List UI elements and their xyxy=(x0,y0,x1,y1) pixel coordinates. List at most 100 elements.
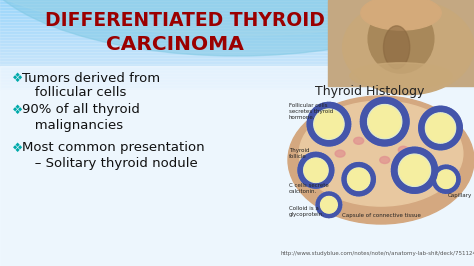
Circle shape xyxy=(431,163,437,169)
Circle shape xyxy=(432,176,436,180)
Circle shape xyxy=(338,203,342,206)
Circle shape xyxy=(441,144,447,149)
Circle shape xyxy=(456,182,459,185)
Circle shape xyxy=(298,166,302,170)
Circle shape xyxy=(428,142,434,147)
Circle shape xyxy=(393,175,399,181)
Circle shape xyxy=(428,180,433,185)
Circle shape xyxy=(317,138,322,143)
Bar xyxy=(0,82,474,84)
Circle shape xyxy=(365,165,370,169)
Circle shape xyxy=(423,184,428,190)
Circle shape xyxy=(344,170,348,174)
Circle shape xyxy=(432,174,436,178)
Circle shape xyxy=(425,152,430,157)
Circle shape xyxy=(441,106,447,112)
Bar xyxy=(0,10,474,12)
Circle shape xyxy=(367,135,374,140)
Circle shape xyxy=(439,189,443,192)
Circle shape xyxy=(455,117,460,122)
Circle shape xyxy=(308,128,313,133)
Bar xyxy=(0,78,474,80)
Bar xyxy=(0,31,474,33)
Circle shape xyxy=(308,115,313,120)
Circle shape xyxy=(422,136,427,141)
Circle shape xyxy=(351,190,355,194)
Bar xyxy=(0,9,474,10)
Circle shape xyxy=(396,181,402,186)
Circle shape xyxy=(419,121,425,126)
Circle shape xyxy=(355,163,359,167)
Circle shape xyxy=(403,123,409,129)
Circle shape xyxy=(446,165,449,169)
Circle shape xyxy=(329,173,333,177)
Circle shape xyxy=(359,192,364,196)
Circle shape xyxy=(421,149,427,155)
Circle shape xyxy=(316,152,320,157)
Circle shape xyxy=(341,109,346,114)
Bar xyxy=(0,56,474,57)
Circle shape xyxy=(392,173,398,178)
Circle shape xyxy=(403,114,409,120)
Circle shape xyxy=(403,119,409,124)
Bar xyxy=(0,84,474,85)
Circle shape xyxy=(332,103,337,109)
Circle shape xyxy=(369,186,373,190)
Circle shape xyxy=(432,165,460,193)
Circle shape xyxy=(329,103,335,108)
Circle shape xyxy=(412,147,418,153)
Circle shape xyxy=(319,211,322,214)
Circle shape xyxy=(320,197,337,213)
Circle shape xyxy=(432,181,436,184)
Circle shape xyxy=(386,98,392,103)
Circle shape xyxy=(315,110,343,138)
Circle shape xyxy=(301,177,305,181)
Circle shape xyxy=(321,194,324,197)
Circle shape xyxy=(360,119,366,124)
Circle shape xyxy=(310,183,314,188)
Circle shape xyxy=(316,205,319,209)
Text: Capsule of connective tissue: Capsule of connective tissue xyxy=(342,214,420,218)
Circle shape xyxy=(423,138,428,143)
Circle shape xyxy=(298,170,302,175)
Circle shape xyxy=(401,108,406,114)
Circle shape xyxy=(349,165,353,169)
Circle shape xyxy=(298,168,302,172)
Circle shape xyxy=(391,138,396,144)
Circle shape xyxy=(307,154,311,158)
Circle shape xyxy=(363,129,369,135)
Circle shape xyxy=(426,153,432,159)
Circle shape xyxy=(430,108,436,113)
Circle shape xyxy=(323,103,328,108)
Bar xyxy=(0,48,474,49)
Circle shape xyxy=(309,113,314,118)
Circle shape xyxy=(365,106,370,112)
Circle shape xyxy=(353,191,357,195)
Circle shape xyxy=(361,117,366,122)
Bar xyxy=(0,38,474,39)
Circle shape xyxy=(308,126,313,131)
Text: Capillary: Capillary xyxy=(448,193,472,198)
Circle shape xyxy=(395,156,401,161)
Circle shape xyxy=(362,125,367,131)
Circle shape xyxy=(432,107,438,112)
Bar xyxy=(0,47,474,48)
Circle shape xyxy=(342,174,346,178)
Circle shape xyxy=(364,164,368,168)
Circle shape xyxy=(338,205,341,209)
Circle shape xyxy=(436,186,439,190)
Circle shape xyxy=(396,135,402,140)
Circle shape xyxy=(456,119,461,124)
Circle shape xyxy=(328,192,330,195)
Circle shape xyxy=(439,106,444,111)
Circle shape xyxy=(361,114,367,120)
Circle shape xyxy=(380,140,385,146)
Circle shape xyxy=(321,140,326,145)
Text: CARCINOMA: CARCINOMA xyxy=(106,35,244,53)
Circle shape xyxy=(417,148,422,153)
Circle shape xyxy=(349,189,353,193)
Circle shape xyxy=(421,134,426,139)
Bar xyxy=(0,18,474,19)
Circle shape xyxy=(342,181,346,185)
Circle shape xyxy=(425,111,430,117)
